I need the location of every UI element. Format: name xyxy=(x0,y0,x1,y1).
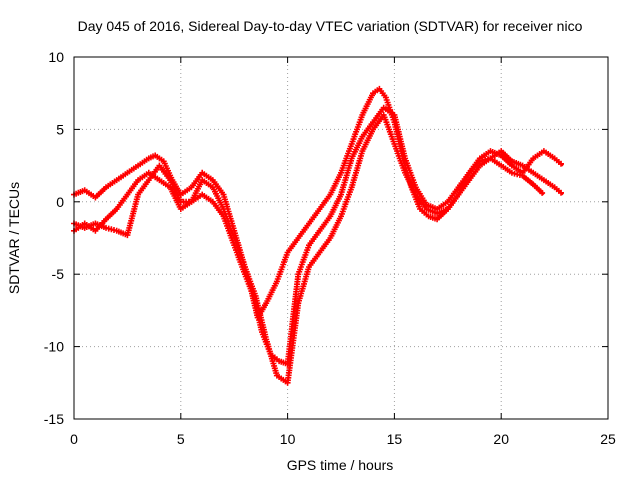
y-tick-labels: 10 5 0 -5 -10 -15 xyxy=(44,49,64,427)
y-tick-label: 0 xyxy=(56,194,64,210)
series-arc1 xyxy=(71,85,564,321)
x-tick-labels: 0 5 10 15 20 25 xyxy=(70,431,616,447)
ticks-layer xyxy=(73,56,609,420)
x-tick-label: 5 xyxy=(177,431,185,447)
series-line xyxy=(73,106,545,366)
y-tick-label: -5 xyxy=(52,266,65,282)
plot-frame xyxy=(73,56,609,420)
series-markers xyxy=(71,104,546,367)
series-line xyxy=(73,113,564,384)
x-tick-label: 25 xyxy=(600,431,616,447)
y-axis-label: SDTVAR / TECUs xyxy=(6,182,22,294)
grid-layer xyxy=(74,57,608,419)
y-tick-label: 10 xyxy=(48,49,64,65)
series-arc2 xyxy=(71,104,546,367)
series-line xyxy=(73,87,564,319)
x-tick-label: 10 xyxy=(280,431,296,447)
x-tick-label: 0 xyxy=(70,431,78,447)
series-markers xyxy=(71,85,564,321)
series-layer xyxy=(71,85,564,386)
x-tick-label: 20 xyxy=(493,431,509,447)
x-axis-label: GPS time / hours xyxy=(287,457,394,473)
chart-title: Day 045 of 2016, Sidereal Day-to-day VTE… xyxy=(78,18,583,34)
y-tick-label: -10 xyxy=(44,339,64,355)
y-tick-label: 5 xyxy=(56,121,64,137)
x-tick-label: 15 xyxy=(387,431,403,447)
y-tick-label: -15 xyxy=(44,411,64,427)
